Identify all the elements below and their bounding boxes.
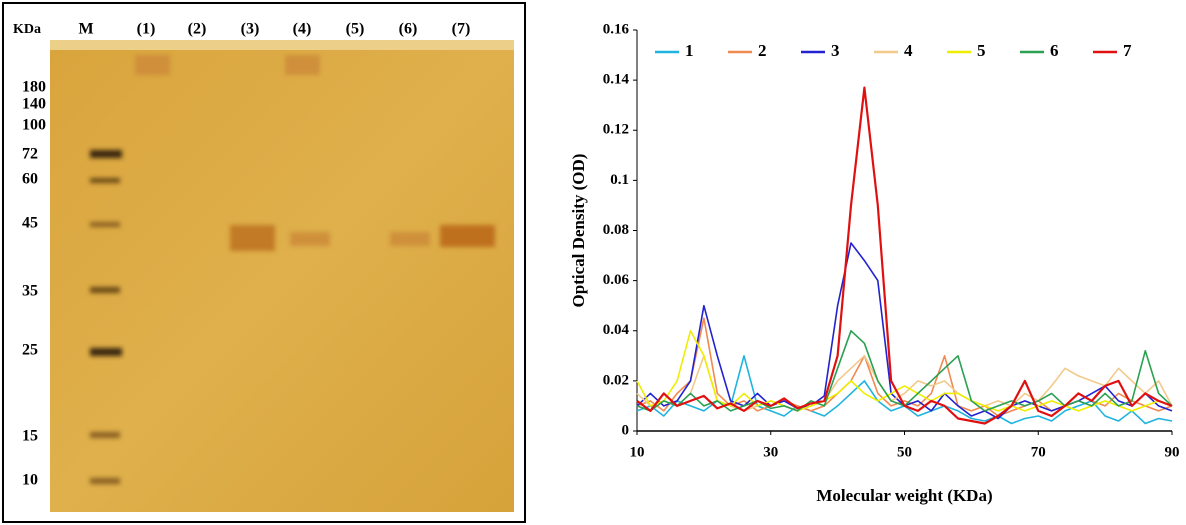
marker-label: 100 <box>22 117 46 134</box>
lane-label: (4) <box>293 21 312 38</box>
lane-label: (6) <box>399 21 418 38</box>
y-tick-label: 0.04 <box>603 322 630 338</box>
legend-label: 2 <box>758 41 767 60</box>
band <box>90 432 120 438</box>
marker-label: 180 <box>22 79 46 96</box>
x-axis-title: Molecular weight (KDa) <box>816 486 992 505</box>
x-tick-label: 50 <box>897 444 912 460</box>
lane-label: (2) <box>188 21 207 38</box>
marker-label: 10 <box>22 472 38 489</box>
legend-label: 7 <box>1123 41 1132 60</box>
marker-label: 45 <box>22 215 38 232</box>
y-tick-label: 0.12 <box>603 122 629 138</box>
lane-label: (7) <box>452 21 471 38</box>
y-axis-title: Optical Density (OD) <box>569 154 588 308</box>
band <box>285 55 320 75</box>
band <box>390 232 430 246</box>
band <box>90 478 120 484</box>
lane-label: (3) <box>241 21 260 38</box>
gel <box>50 40 514 512</box>
lane-label: M <box>78 21 93 38</box>
band <box>230 225 275 251</box>
lane-label: KDa <box>13 22 41 37</box>
band <box>90 222 120 227</box>
y-tick-label: 0.08 <box>603 222 629 238</box>
series-line <box>636 355 1173 412</box>
x-tick-label: 10 <box>630 444 645 460</box>
legend-label: 5 <box>977 41 986 60</box>
marker-label: 15 <box>22 428 38 445</box>
chart: 0 0.02 0.04 0.06 0.08 0.1 0.12 0.14 0.16 10 30 50 70… <box>569 21 1180 504</box>
legend-label: 3 <box>831 41 840 60</box>
marker-label: 72 <box>22 146 38 163</box>
series-line <box>636 86 1173 425</box>
series-line <box>636 330 1173 412</box>
band <box>290 232 330 246</box>
lane-label: (5) <box>346 21 365 38</box>
gel-well <box>50 40 514 50</box>
y-tick-label: 0.14 <box>603 72 630 88</box>
marker-label: 35 <box>22 283 38 300</box>
y-tick-label: 0.1 <box>610 172 629 188</box>
y-tick-label: 0.16 <box>603 21 630 37</box>
marker-label: 140 <box>22 96 46 113</box>
gel-bands <box>90 55 495 484</box>
band <box>440 225 495 247</box>
legend-label: 1 <box>685 41 694 60</box>
legend-label: 6 <box>1050 41 1059 60</box>
x-tick-label: 90 <box>1165 444 1180 460</box>
x-tick-label: 30 <box>763 444 778 460</box>
y-tick-label: 0.06 <box>603 272 630 288</box>
band <box>90 150 122 158</box>
marker-label: 60 <box>22 171 38 188</box>
y-tick-label: 0 <box>622 422 630 438</box>
y-tick-label: 0.02 <box>603 372 629 388</box>
band <box>90 348 122 356</box>
band <box>90 178 120 183</box>
legend-label: 4 <box>904 41 913 60</box>
x-tick-label: 70 <box>1031 444 1046 460</box>
lane-label: (1) <box>137 21 156 38</box>
marker-label: 25 <box>22 342 38 359</box>
band <box>135 55 170 75</box>
band <box>90 287 120 293</box>
